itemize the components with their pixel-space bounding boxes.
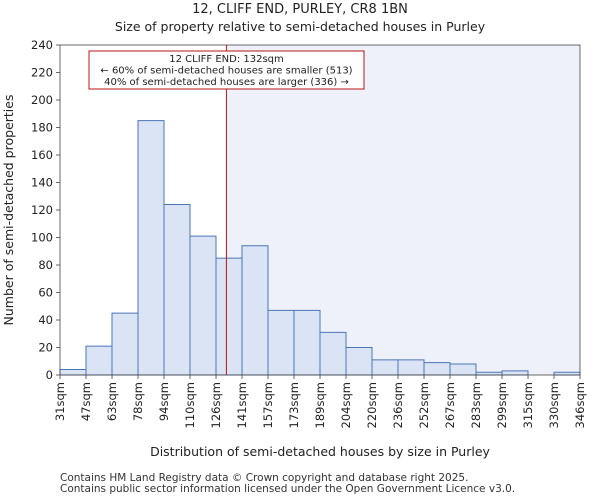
bar-94sqm [163,204,191,376]
y-tick-label: 20 [38,341,53,355]
x-tick-label: 346sqm [573,382,587,428]
annotation-line-3: 40% of semi-detached houses are larger (… [104,77,349,88]
x-axis-label: Distribution of semi-detached houses by … [150,444,490,459]
y-tick-label: 140 [31,176,53,190]
bar-141sqm [241,245,269,376]
x-tick-label: 267sqm [443,382,457,428]
x-tick-label: 78sqm [131,382,145,421]
y-tick-label: 0 [46,368,53,382]
bar-267sqm [449,363,477,376]
bar-31sqm [59,369,87,376]
y-tick-label: 180 [31,121,53,135]
y-tick-label: 160 [31,148,53,162]
x-tick-label: 63sqm [105,382,119,421]
x-tick-label: 126sqm [209,382,223,428]
bar-299sqm [501,370,529,376]
y-tick-label: 240 [31,38,53,52]
annotation-line-1: 12 CLIFF END: 132sqm [169,54,284,65]
bar-330sqm [553,371,581,376]
x-tick-label: 31sqm [53,382,67,421]
y-tick-label: 60 [38,286,53,300]
x-tick-label: 220sqm [365,382,379,428]
bar-173sqm [293,309,321,376]
y-tick-label: 220 [31,66,53,80]
x-tick-label: 94sqm [157,382,171,421]
x-tick-label: 47sqm [79,382,93,421]
y-axis-label: Number of semi-detached properties [1,95,16,326]
bar-78sqm [137,120,165,376]
bar-220sqm [371,359,399,376]
bar-63sqm [111,312,139,376]
x-tick-label: 283sqm [469,382,483,428]
x-tick-label: 236sqm [391,382,405,428]
bar-283sqm [475,371,503,376]
x-tick-label: 315sqm [521,382,535,428]
bar-157sqm [267,309,295,376]
bar-110sqm [189,235,217,376]
annotation-line-2: ← 60% of semi-detached houses are smalle… [100,66,352,77]
bar-189sqm [319,331,347,376]
x-tick-label: 204sqm [339,382,353,428]
bar-126sqm [215,257,243,376]
chart-subtitle: Size of property relative to semi-detach… [114,19,486,34]
footer-licence: Contains public sector information licen… [60,483,516,495]
footer-copyright: Contains HM Land Registry data © Crown c… [60,472,469,484]
chart-title: 12, CLIFF END, PURLEY, CR8 1BN [192,2,408,17]
annotation-box [88,50,365,90]
y-tick-label: 120 [31,203,53,217]
x-tick-label: 141sqm [235,382,249,428]
bar-252sqm [423,362,451,376]
y-tick-label: 200 [31,93,53,107]
bar-204sqm [345,347,373,376]
y-tick-label: 100 [31,231,53,245]
x-tick-label: 110sqm [183,382,197,428]
x-tick-label: 252sqm [417,382,431,428]
x-tick-label: 173sqm [287,382,301,428]
y-tick-label: 80 [38,258,53,272]
x-tick-label: 189sqm [313,382,327,428]
x-tick-label: 299sqm [495,382,509,428]
x-tick-label: 330sqm [547,382,561,428]
x-tick-label: 157sqm [261,382,275,428]
y-tick-label: 40 [38,313,53,327]
bar-236sqm [397,359,425,376]
bar-47sqm [85,345,113,376]
